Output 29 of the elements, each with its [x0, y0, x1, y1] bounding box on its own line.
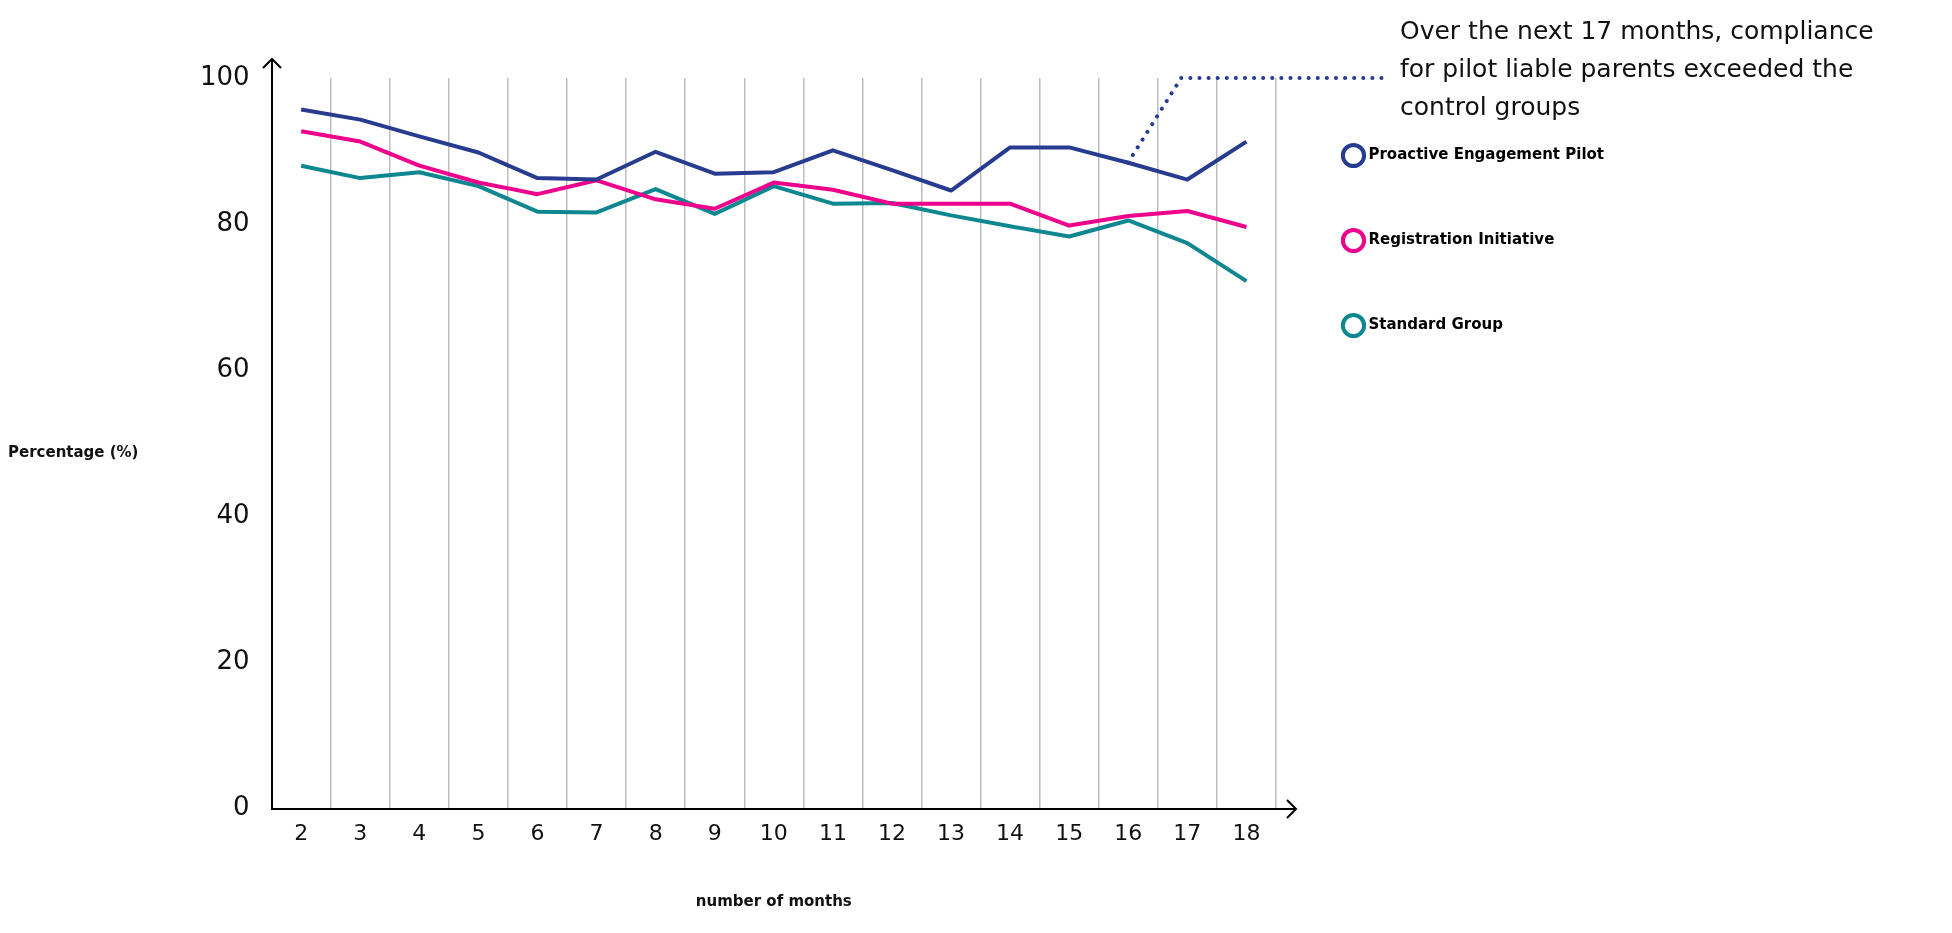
y-tick-label: 0: [233, 791, 250, 822]
x-tick-label: 17: [1173, 819, 1202, 845]
legend-label: Proactive Engagement Pilot: [1368, 145, 1605, 164]
y-tick-label: 100: [199, 60, 250, 91]
x-tick-label: 11: [818, 819, 847, 845]
x-tick-label: 7: [589, 819, 604, 845]
x-tick-label: 8: [648, 819, 663, 845]
x-tick-label: 10: [759, 819, 788, 845]
x-tick-label: 15: [1055, 819, 1084, 845]
y-tick-label: 80: [216, 206, 250, 237]
x-tick-label: 5: [471, 819, 486, 845]
legend-label: Standard Group: [1368, 315, 1504, 334]
x-tick-label: 18: [1232, 819, 1261, 845]
x-tick-label: 12: [877, 819, 906, 845]
x-tick-label: 4: [412, 819, 427, 845]
x-tick-label: 9: [707, 819, 722, 845]
annotation: Over the next 17 months, compliance for pilot liable parents exceeded the control groups: [1400, 15, 1875, 123]
y-axis-title: Percentage (%): [8, 443, 139, 461]
x-tick-label: 14: [996, 819, 1025, 845]
x-tick-label: 6: [530, 819, 545, 845]
x-tick-label: 13: [937, 819, 966, 845]
legend-label: Registration Initiative: [1368, 230, 1555, 249]
y-tick-label: 40: [216, 499, 250, 530]
x-tick-label: 2: [294, 819, 309, 845]
y-tick-label: 60: [216, 352, 250, 383]
x-tick-label: 16: [1114, 819, 1143, 845]
y-tick-label: 20: [216, 645, 250, 676]
x-axis-title: number of months: [695, 891, 852, 910]
x-tick-label: 3: [353, 819, 368, 845]
